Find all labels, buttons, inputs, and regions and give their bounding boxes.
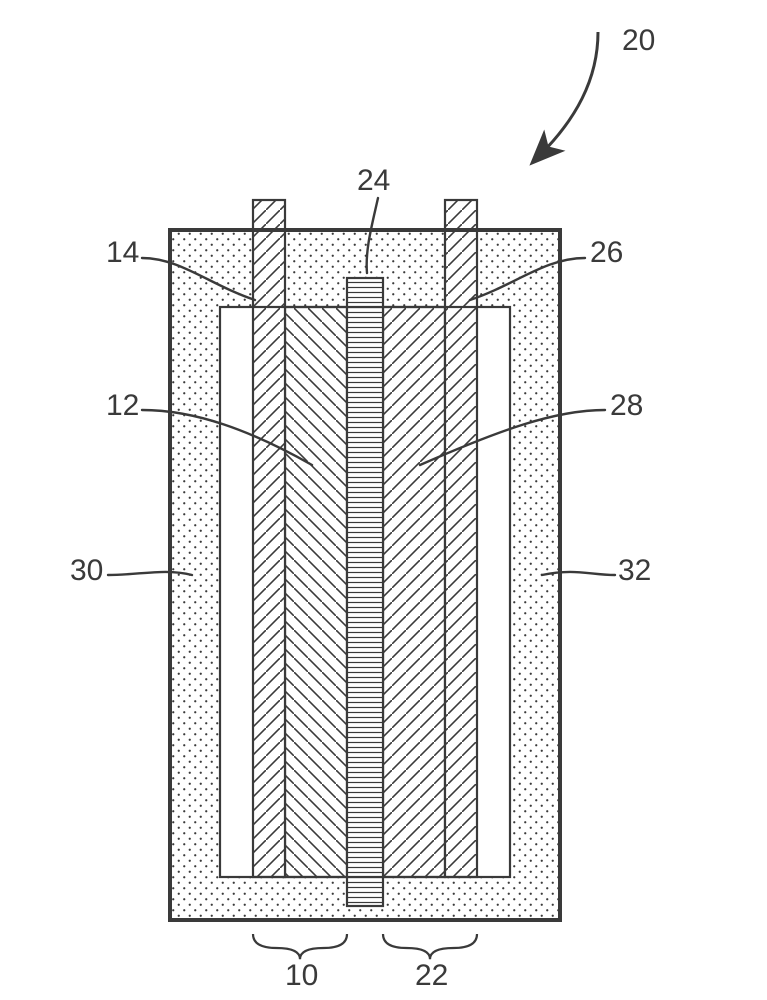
label-12: 12: [106, 389, 139, 422]
right-terminal: [445, 200, 477, 877]
label-10: 10: [285, 959, 318, 992]
label-24: 24: [357, 164, 390, 197]
label-32: 32: [618, 554, 651, 587]
left-electrode: [285, 307, 347, 877]
right-electrode: [383, 307, 445, 877]
label-20: 20: [622, 24, 655, 57]
brace-22: [383, 934, 477, 959]
label-30: 30: [70, 554, 103, 587]
separator: [347, 278, 383, 906]
brace-10: [253, 934, 347, 959]
label-28: 28: [610, 389, 643, 422]
label-22: 22: [415, 959, 448, 992]
label-14: 14: [106, 236, 139, 269]
arrow-20: [540, 32, 598, 155]
label-26: 26: [590, 236, 623, 269]
left-terminal: [253, 200, 285, 877]
